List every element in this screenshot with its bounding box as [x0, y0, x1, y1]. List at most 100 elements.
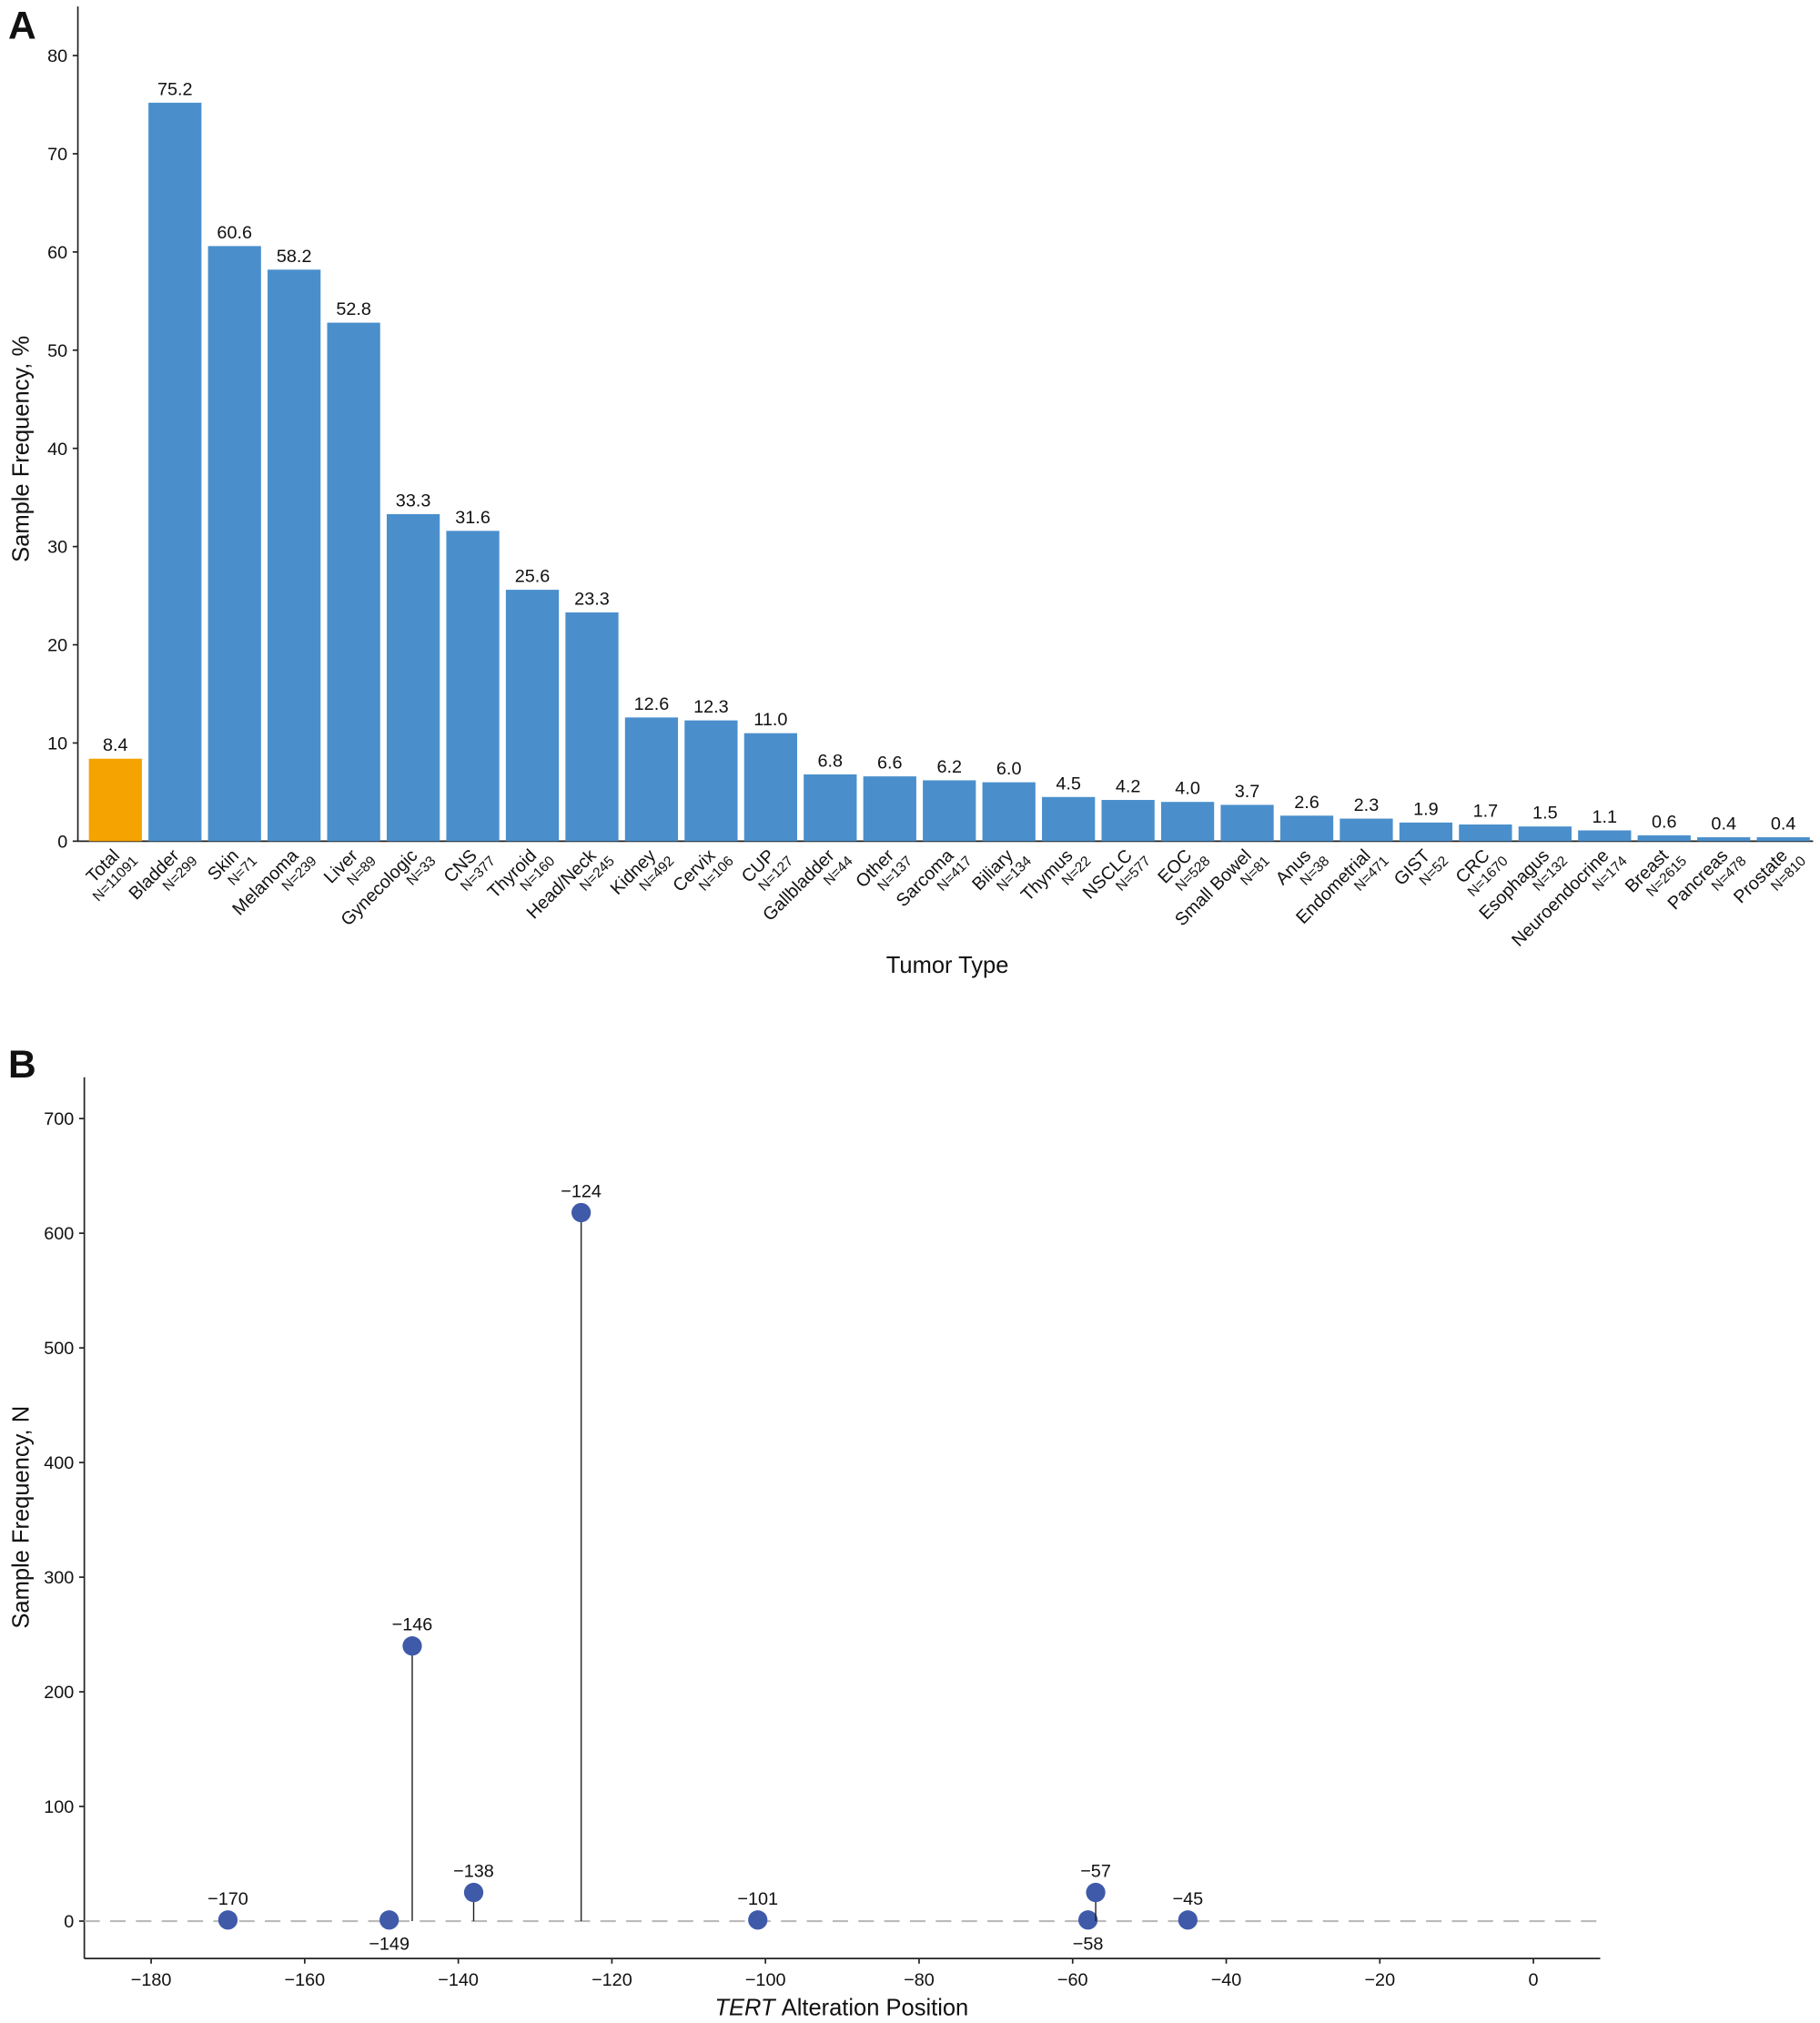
value-label: 23.3 — [574, 589, 610, 609]
bar — [1756, 837, 1810, 842]
y-tick-label: 20 — [47, 636, 67, 656]
point-label: −146 — [392, 1615, 433, 1635]
point — [1178, 1910, 1198, 1930]
bar — [148, 102, 202, 842]
value-label: 3.7 — [1235, 782, 1260, 802]
bar — [863, 776, 916, 842]
bar — [624, 717, 679, 842]
x-tick-label: −20 — [1364, 1970, 1395, 1990]
value-label: 4.2 — [1116, 777, 1141, 797]
x-tick-label: −80 — [904, 1970, 935, 1990]
x-tick-label: −120 — [592, 1970, 632, 1990]
value-label: 58.2 — [277, 247, 312, 267]
y-tick-label: 0 — [57, 832, 67, 852]
point — [402, 1636, 422, 1656]
panel-label: A — [8, 5, 36, 48]
value-label: 4.5 — [1056, 774, 1081, 794]
y-tick-label: 500 — [44, 1339, 74, 1359]
bar — [1637, 834, 1691, 842]
bar — [268, 269, 321, 842]
value-label: 6.0 — [996, 759, 1022, 779]
bar — [565, 612, 619, 842]
value-label: 75.2 — [157, 79, 193, 99]
y-tick-label: 700 — [44, 1109, 74, 1129]
x-tick-label: −100 — [745, 1970, 786, 1990]
bar — [1697, 837, 1751, 842]
point — [217, 1910, 238, 1930]
bar — [327, 322, 380, 842]
x-tick-label: −160 — [285, 1970, 326, 1990]
value-label: 6.8 — [818, 751, 844, 771]
bar — [207, 246, 261, 842]
point — [463, 1882, 484, 1903]
y-tick-label: 70 — [47, 145, 67, 165]
point-label: −124 — [561, 1181, 602, 1201]
x-axis-title-rest: Alteration Position — [782, 1995, 969, 2020]
bar — [743, 733, 797, 842]
value-label: 52.8 — [336, 299, 371, 319]
value-label: 33.3 — [396, 491, 431, 511]
point-label: −45 — [1172, 1889, 1203, 1909]
bar — [1279, 815, 1334, 842]
point — [1077, 1910, 1098, 1930]
value-label: 1.9 — [1413, 799, 1439, 819]
y-tick-label: 0 — [64, 1912, 74, 1932]
y-tick-label: 300 — [44, 1568, 74, 1588]
bar — [1459, 824, 1512, 842]
bar — [1578, 830, 1632, 842]
bar — [1399, 822, 1453, 842]
value-label: 8.4 — [103, 735, 128, 755]
bar — [1340, 818, 1393, 842]
value-label: 2.3 — [1354, 795, 1380, 815]
bar — [804, 774, 857, 842]
bar — [923, 780, 976, 842]
y-tick-label: 80 — [47, 46, 67, 66]
value-label: 1.1 — [1592, 807, 1618, 827]
value-label: 12.6 — [634, 694, 670, 714]
value-label: 11.0 — [753, 710, 787, 730]
x-tick-label: −140 — [438, 1970, 479, 1990]
point-label: −58 — [1073, 1934, 1104, 1954]
point — [571, 1202, 592, 1223]
y-axis-title: Sample Frequency, N — [9, 1406, 35, 1629]
bar — [1042, 796, 1096, 842]
value-label: 12.3 — [693, 697, 729, 717]
panel-label: B — [8, 1043, 36, 1087]
x-tick-label: −40 — [1211, 1970, 1242, 1990]
y-tick-label: 200 — [44, 1683, 74, 1703]
x-tick-label: 0 — [1529, 1970, 1539, 1990]
y-tick-label: 40 — [47, 440, 67, 460]
bar — [386, 514, 440, 842]
value-label: 0.6 — [1652, 812, 1677, 832]
point-label: −138 — [453, 1862, 494, 1882]
y-tick-label: 100 — [44, 1797, 74, 1817]
bar — [982, 782, 1036, 842]
value-label: 0.4 — [1771, 814, 1796, 834]
y-axis-title: Sample Frequency, % — [9, 336, 35, 562]
bar — [505, 590, 560, 842]
value-label: 1.7 — [1473, 802, 1499, 822]
value-label: 31.6 — [455, 508, 490, 528]
bar — [446, 531, 500, 842]
bar — [684, 720, 738, 842]
y-tick-label: 60 — [47, 243, 67, 263]
point — [748, 1910, 768, 1930]
point-label: −57 — [1080, 1862, 1111, 1882]
bar — [1160, 802, 1215, 842]
value-label: 6.2 — [936, 757, 962, 777]
x-tick-label: −60 — [1057, 1970, 1088, 1990]
point — [379, 1910, 399, 1930]
x-axis-title: TERT Alteration Position — [714, 1995, 968, 2020]
x-axis-title-italic: TERT — [714, 1995, 777, 2020]
point — [1086, 1882, 1106, 1903]
point-label: −149 — [369, 1934, 410, 1954]
y-tick-label: 10 — [47, 734, 67, 754]
value-label: 4.0 — [1175, 779, 1200, 799]
bar — [88, 758, 142, 842]
bar — [1101, 800, 1155, 842]
bar — [1518, 826, 1572, 842]
value-label: 2.6 — [1294, 793, 1320, 813]
y-tick-label: 600 — [44, 1224, 74, 1244]
